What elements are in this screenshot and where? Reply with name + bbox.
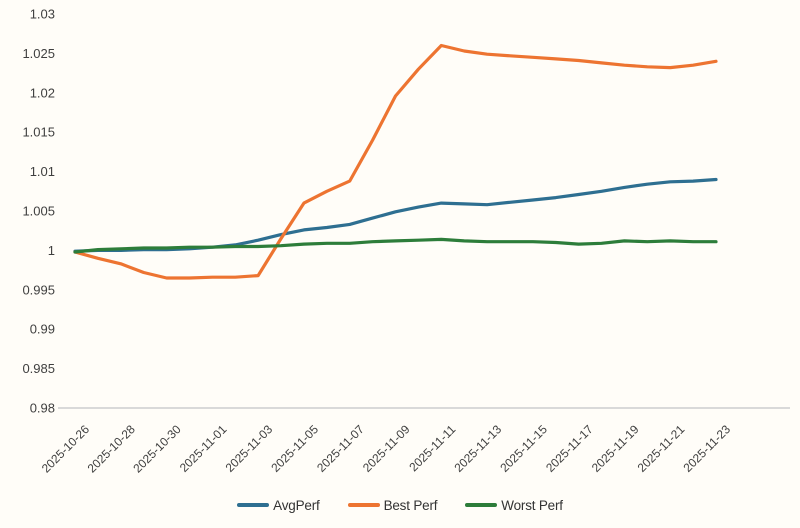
y-axis-tick-label: 1.03 — [30, 7, 55, 22]
x-axis-tick-label: 2025-11-03 — [223, 422, 276, 475]
legend-label-worstperf: Worst Perf — [501, 497, 563, 513]
legend-label-bestperf: Best Perf — [383, 497, 438, 513]
y-axis-tick-label: 0.98 — [30, 401, 55, 416]
x-axis-tick-label: 2025-11-05 — [268, 422, 321, 475]
x-axis-tick-label: 2025-11-01 — [177, 422, 230, 475]
y-axis-tick-label: 1 — [48, 243, 55, 258]
y-axis-tick-label: 1.015 — [22, 125, 55, 140]
legend-item-worstperf: Worst Perf — [465, 498, 563, 513]
legend-label-avgperf: AvgPerf — [273, 497, 320, 513]
x-axis-tick-label: 2025-11-19 — [589, 422, 642, 475]
x-axis-tick-label: 2025-10-28 — [85, 422, 139, 476]
y-axis-tick-label: 1.005 — [22, 204, 55, 219]
x-axis-tick-label: 2025-11-15 — [497, 422, 550, 475]
legend: AvgPerf Best Perf Worst Perf — [0, 495, 800, 515]
y-axis-tick-label: 1.02 — [30, 85, 55, 100]
legend-swatch-worstperf-line-icon — [465, 503, 498, 507]
legend-item-avgperf: AvgPerf — [237, 497, 320, 513]
legend-item-bestperf: Best Perf — [347, 497, 438, 513]
x-axis-tick-label: 2025-10-30 — [130, 422, 184, 476]
series-line-worst-perf — [73, 237, 718, 254]
x-axis-tick-label: 2025-11-11 — [406, 422, 458, 474]
legend-swatch-avgperf-line-icon — [237, 503, 270, 507]
x-axis-tick-label: 2025-10-26 — [39, 422, 93, 476]
x-axis-tick-label: 2025-11-23 — [680, 422, 733, 475]
x-axis-tick-label: 2025-11-17 — [543, 422, 596, 475]
x-axis-tick-label: 2025-11-21 — [635, 422, 688, 475]
y-axis-tick-label: 0.995 — [22, 282, 55, 297]
y-axis-tick-label: 1.025 — [22, 46, 55, 61]
legend-swatch-bestperf-line-icon — [347, 503, 380, 507]
x-axis-tick-label: 2025-11-07 — [314, 422, 367, 475]
y-axis-tick-label: 0.985 — [22, 361, 55, 376]
x-axis-tick-label: 2025-11-09 — [360, 422, 413, 475]
series-line-best-perf — [73, 43, 718, 280]
y-axis-tick-label: 0.99 — [30, 322, 55, 337]
x-axis-tick-label: 2025-11-13 — [452, 422, 505, 475]
y-axis-tick-label: 1.01 — [30, 164, 55, 179]
